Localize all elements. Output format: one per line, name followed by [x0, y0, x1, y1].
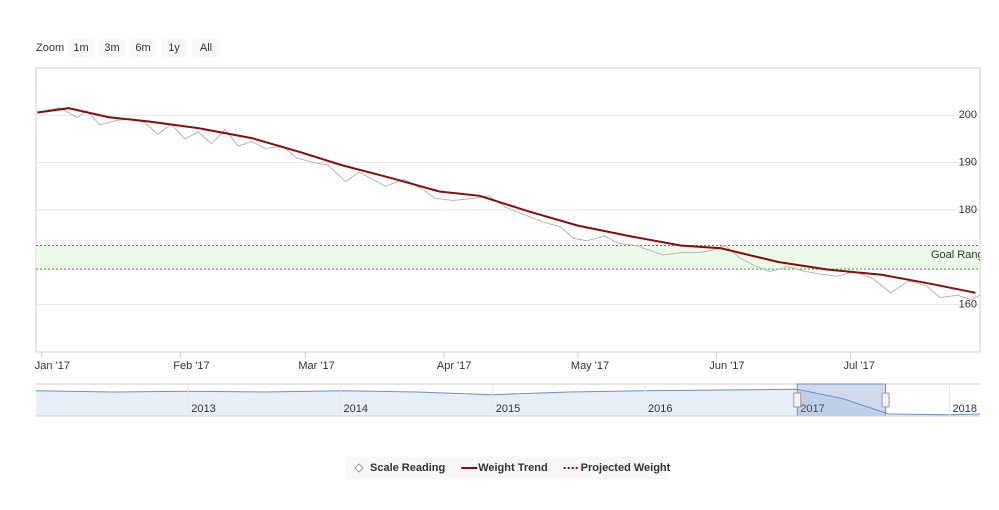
- navigator-tick-label: 2017: [800, 403, 824, 415]
- y-tick-label: 180: [959, 204, 977, 216]
- navigator-handle[interactable]: [881, 392, 890, 408]
- navigator-tick-label: 2014: [344, 403, 368, 415]
- series-line: [37, 107, 976, 294]
- zoom-button-bg[interactable]: [161, 39, 187, 57]
- x-tick-label: Mar '17: [298, 360, 334, 372]
- zoom-button[interactable]: 1m: [68, 39, 94, 57]
- x-tick-label: Jan '17: [35, 360, 70, 372]
- navigator-tick-label: 2013: [191, 403, 215, 415]
- zoom-button[interactable]: 6m: [130, 39, 156, 57]
- legend-box: [345, 457, 668, 479]
- zoom-button-label[interactable]: 1y: [168, 42, 180, 54]
- navigator-area: [36, 389, 980, 416]
- navigator-tick-label: 2015: [496, 403, 520, 415]
- y-tick-label: 200: [959, 109, 977, 121]
- legend-item[interactable]: Scale Reading: [354, 462, 445, 474]
- zoom-button-label[interactable]: All: [200, 42, 212, 54]
- legend-item[interactable]: Projected Weight: [563, 462, 671, 474]
- zoom-button[interactable]: 1y: [161, 39, 187, 57]
- goal-band: [36, 245, 980, 270]
- x-tick-label: May '17: [571, 360, 609, 372]
- plot-clip: Goal Range: [37, 107, 990, 301]
- x-tick-label: Apr '17: [437, 360, 472, 372]
- x-tick-label: Feb '17: [173, 360, 209, 372]
- y-tick-label: 160: [959, 299, 977, 311]
- zoom-button-label[interactable]: 3m: [104, 42, 119, 54]
- legend-label[interactable]: Projected Weight: [581, 462, 671, 474]
- navigator-selection[interactable]: [796, 383, 887, 417]
- zoom-button[interactable]: All: [192, 39, 220, 57]
- y-tick-label: 190: [959, 157, 977, 169]
- navigator-line: [35, 388, 981, 416]
- zoom-button-bg[interactable]: [130, 39, 156, 57]
- x-tick-label: Jun '17: [709, 360, 744, 372]
- zoom-button-label[interactable]: 6m: [135, 42, 150, 54]
- legend-label[interactable]: Weight Trend: [478, 462, 547, 474]
- zoom-label: Zoom: [36, 42, 64, 54]
- zoom-button-label[interactable]: 1m: [73, 42, 88, 54]
- zoom-button[interactable]: 3m: [99, 39, 125, 57]
- navigator-tick-label: 2018: [953, 403, 977, 415]
- goal-band-label: Goal Range: [931, 249, 990, 261]
- legend-symbol[interactable]: [354, 463, 364, 473]
- x-tick-label: Jul '17: [843, 360, 874, 372]
- zoom-button-bg[interactable]: [192, 39, 220, 57]
- zoom-button-bg[interactable]: [99, 39, 125, 57]
- legend-item[interactable]: Weight Trend: [461, 462, 548, 474]
- navigator-handle[interactable]: [793, 392, 802, 408]
- navigator-tick-label: 2016: [648, 403, 672, 415]
- zoom-button-bg[interactable]: [68, 39, 94, 57]
- legend-label[interactable]: Scale Reading: [370, 462, 445, 474]
